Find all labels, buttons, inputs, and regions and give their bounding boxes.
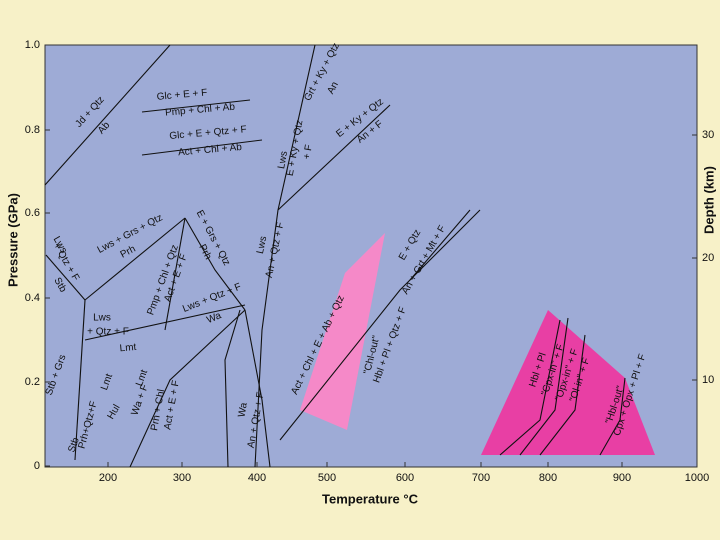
x-tick-label: 200 xyxy=(99,472,117,484)
y-tick-label: 0.2 xyxy=(25,376,40,388)
reaction-label: An xyxy=(325,80,340,96)
y-tick-label: 0.6 xyxy=(25,207,40,219)
reaction-label: Lws xyxy=(255,235,269,255)
x-tick-label: 900 xyxy=(613,472,631,484)
reaction-label: Lmt xyxy=(119,342,137,354)
y2-tick-label: 10 xyxy=(702,374,714,386)
reaction-label: + Qtz + F xyxy=(87,327,129,338)
reaction-label: Lmt xyxy=(99,372,115,392)
reaction-label: Lws xyxy=(276,150,290,169)
reaction-label: Lws xyxy=(93,313,111,324)
x-axis-title: Temperature °C xyxy=(322,491,419,506)
reaction-label: + F xyxy=(301,144,314,160)
reaction-label: Stb xyxy=(66,436,82,454)
y-tick-label: 0.4 xyxy=(25,292,40,304)
reaction-label: Glc + E + F xyxy=(156,87,207,102)
reaction-label: Lmt xyxy=(134,368,150,388)
y-tick-label: 0.8 xyxy=(25,124,40,136)
x-tick-label: 300 xyxy=(173,472,191,484)
hbl-field xyxy=(481,310,655,455)
x-tick-label: 1000 xyxy=(685,472,709,484)
y2-tick-label: 20 xyxy=(702,252,714,264)
x-tick-label: 500 xyxy=(318,472,336,484)
reaction-label: Wa xyxy=(236,401,249,418)
chl-out-field xyxy=(300,233,385,430)
y-tick-label: 0 xyxy=(34,460,40,472)
y-tick-label: 1.0 xyxy=(25,39,40,51)
x-tick-label: 400 xyxy=(248,472,266,484)
x-tick-label: 800 xyxy=(539,472,557,484)
x-tick-label: 700 xyxy=(472,472,490,484)
x-tick-label: 600 xyxy=(396,472,414,484)
reaction-lines xyxy=(44,44,626,468)
reaction-label: Wa xyxy=(205,310,223,326)
y-axis-title: Pressure (GPa) xyxy=(5,193,20,287)
y2-tick-label: 30 xyxy=(702,129,714,141)
y2-axis-title: Depth (km) xyxy=(701,166,716,234)
